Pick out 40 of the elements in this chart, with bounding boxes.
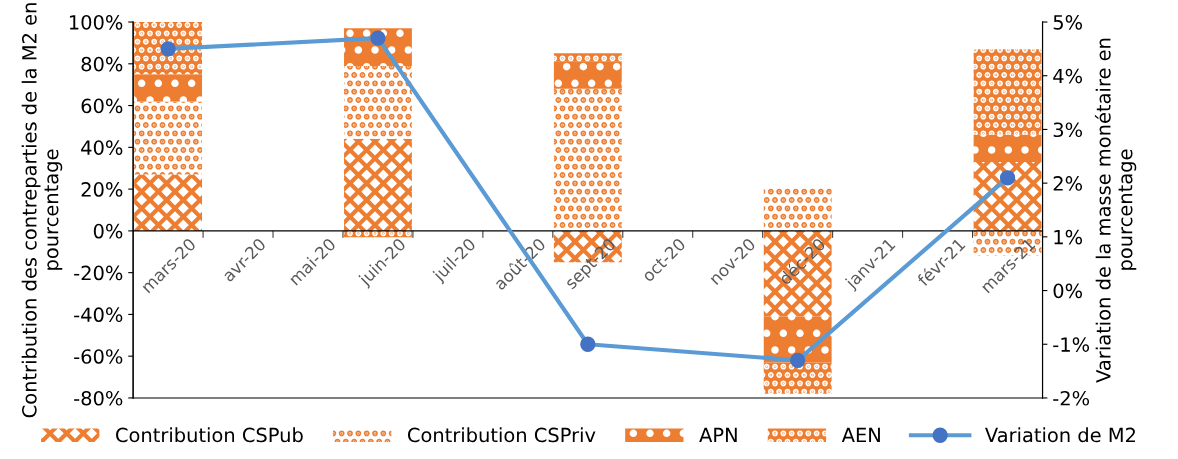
y-tick-label: 100% [69,14,123,30]
y-tick-label: 20% [81,182,123,197]
y2-tick-label: 0% [1053,283,1083,299]
bar [553,53,622,62]
y-tick-label: 0% [93,223,123,239]
bar [763,230,832,317]
y-tick-label: -80% [74,390,123,406]
bar [134,74,203,102]
bar [973,134,1042,162]
bar [763,362,832,394]
bar [553,61,622,89]
y2-tick-label: 4% [1053,68,1083,84]
y2-tick-label: 3% [1053,122,1083,138]
bar [344,138,412,231]
bar [973,161,1042,231]
y-tick-label: 80% [81,56,123,72]
y2-tick-label: 2% [1053,176,1083,191]
legend-label: AEN [841,427,880,443]
y-tick-label: -60% [74,349,123,364]
legend-label: Variation de M2 [985,427,1135,443]
bar [973,49,1042,135]
bar [134,22,203,75]
bar [344,65,412,139]
y-tick-label: -20% [74,265,123,281]
bar [763,187,832,231]
bar [134,101,203,175]
bar [134,174,203,231]
y2-tick-label: -1% [1053,337,1090,352]
y-axis-title: Contribution des contreparties de la M2 en pourcentage [21,3,63,418]
legend-label: Contribution CSPriv [407,427,596,443]
y-tick-label: -40% [74,307,123,323]
y-tick-label: 40% [81,140,123,155]
legend-label: Contribution CSPub [116,427,303,443]
y-tick-label: 60% [81,98,123,114]
y2-tick-label: -2% [1053,390,1090,406]
y2-tick-label: 1% [1054,229,1083,245]
y2-tick-label: 5% [1053,14,1083,30]
legend-label: APN [699,427,737,443]
bar [553,88,622,231]
y2-axis-title: Variation de la masse monétaire en pourcentage [1094,38,1137,383]
